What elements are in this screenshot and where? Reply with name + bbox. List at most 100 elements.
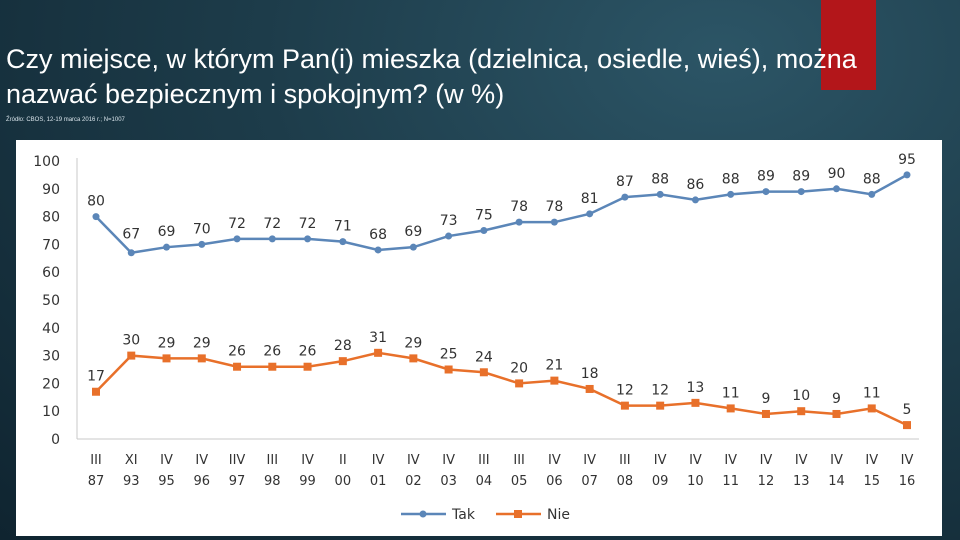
tak-point	[656, 190, 664, 198]
tak-point	[339, 238, 347, 246]
nie-data-label: 24	[475, 349, 493, 365]
tak-data-label: 72	[228, 216, 246, 232]
x-tick-label: II	[339, 453, 347, 468]
tak-data-label: 78	[545, 199, 563, 215]
y-tick-label: 60	[42, 265, 60, 281]
nie-data-label: 20	[510, 360, 528, 376]
x-tick-label: IV	[865, 453, 878, 468]
nie-data-label: 9	[761, 391, 770, 407]
legend-tak-marker	[419, 510, 427, 518]
x-tick-label: IV	[442, 453, 455, 468]
tak-data-label: 73	[440, 213, 458, 229]
nie-data-label: 11	[863, 385, 881, 401]
nie-point	[550, 376, 559, 385]
x-tick-label: 09	[652, 474, 669, 489]
tak-point	[163, 243, 171, 251]
nie-point	[867, 404, 876, 413]
nie-data-label: 25	[440, 347, 458, 363]
x-tick-label: IV	[195, 453, 208, 468]
nie-point	[338, 357, 347, 366]
tak-data-label: 72	[299, 216, 317, 232]
x-tick-label: 95	[158, 474, 175, 489]
tak-point	[550, 218, 558, 226]
nie-point	[656, 401, 665, 410]
x-tick-label: IV	[407, 453, 420, 468]
x-tick-label: 08	[617, 474, 634, 489]
y-tick-label: 50	[42, 293, 60, 309]
tak-data-label: 81	[581, 191, 599, 207]
nie-data-label: 18	[581, 366, 599, 382]
tak-data-label: 69	[158, 224, 176, 240]
y-tick-label: 10	[42, 404, 60, 420]
x-tick-label: III	[513, 453, 525, 468]
nie-point	[620, 401, 629, 410]
tak-data-label: 78	[510, 199, 528, 215]
y-tick-label: 30	[42, 349, 60, 365]
x-tick-label: III	[619, 453, 631, 468]
nie-data-label: 5	[903, 402, 912, 418]
tak-data-label: 67	[122, 227, 140, 243]
x-tick-label: III	[267, 453, 279, 468]
x-tick-label: 96	[194, 474, 211, 489]
tak-point	[374, 246, 382, 254]
tak-point	[903, 171, 911, 179]
x-tick-label: IV	[372, 453, 385, 468]
tak-point	[832, 185, 840, 193]
tak-point	[268, 235, 276, 243]
nie-point	[374, 348, 383, 357]
nie-point	[761, 409, 770, 418]
tak-point	[868, 190, 876, 198]
nie-point	[479, 368, 488, 377]
tak-data-label: 89	[792, 169, 810, 185]
tak-data-label: 70	[193, 221, 211, 237]
x-tick-label: IV	[160, 453, 173, 468]
nie-point	[832, 409, 841, 418]
nie-data-label: 26	[228, 344, 246, 360]
tak-point	[691, 196, 699, 204]
nie-data-label: 28	[334, 338, 352, 354]
x-tick-label: IV	[301, 453, 314, 468]
x-tick-label: 93	[123, 474, 140, 489]
nie-data-label: 29	[404, 335, 422, 351]
tak-data-label: 90	[828, 166, 846, 182]
tak-data-label: 88	[651, 171, 669, 187]
nie-point	[197, 354, 206, 363]
x-tick-label: 97	[229, 474, 246, 489]
tak-point	[515, 218, 523, 226]
nie-point	[797, 407, 806, 416]
nie-point	[303, 362, 312, 371]
nie-point	[726, 404, 735, 413]
nie-point	[162, 354, 171, 363]
tak-data-label: 88	[722, 171, 740, 187]
tak-data-label: 80	[87, 194, 105, 210]
nie-point	[127, 351, 136, 360]
y-tick-label: 20	[42, 376, 60, 392]
tak-data-label: 71	[334, 219, 352, 235]
x-tick-label: 04	[476, 474, 493, 489]
nie-point	[233, 362, 242, 371]
tak-point	[480, 227, 488, 234]
nie-data-label: 13	[687, 380, 705, 396]
tak-data-label: 87	[616, 174, 634, 190]
x-tick-label: IV	[548, 453, 561, 468]
x-tick-label: IV	[689, 453, 702, 468]
tak-data-label: 68	[369, 227, 387, 243]
x-tick-label: 00	[335, 474, 352, 489]
x-tick-label: 15	[863, 474, 880, 489]
tak-data-label: 86	[687, 177, 705, 193]
tak-point	[92, 213, 100, 221]
nie-point	[409, 354, 418, 363]
x-tick-label: III	[90, 453, 102, 468]
y-tick-label: 90	[42, 182, 60, 198]
y-tick-label: 80	[42, 210, 60, 226]
nie-point	[92, 387, 100, 396]
x-tick-label: 03	[440, 474, 457, 489]
x-tick-label: 02	[405, 474, 422, 489]
x-tick-label: 98	[264, 474, 281, 489]
tak-point	[445, 232, 453, 240]
y-tick-label: 100	[33, 154, 60, 170]
tak-data-label: 69	[404, 224, 422, 240]
nie-data-label: 11	[722, 385, 740, 401]
x-tick-label: 12	[758, 474, 775, 489]
x-tick-label: 99	[299, 474, 316, 489]
